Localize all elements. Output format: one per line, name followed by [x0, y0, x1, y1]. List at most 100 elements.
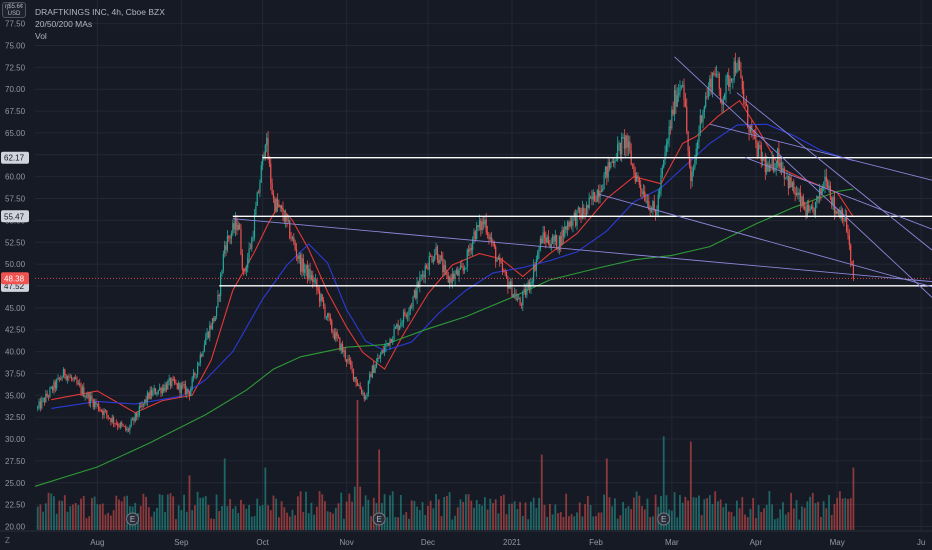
volume-bar	[603, 494, 605, 530]
candle-body	[724, 93, 726, 100]
volume-bar	[324, 501, 326, 530]
volume-bar	[261, 504, 264, 530]
candle-body	[366, 394, 368, 397]
candle-body	[327, 313, 329, 317]
candle-body	[649, 209, 651, 212]
candle-body	[243, 269, 245, 271]
volume-bar	[104, 514, 107, 530]
candle-body	[508, 286, 510, 289]
candle-body	[172, 378, 174, 380]
candle-body	[412, 296, 414, 307]
volume-bar	[418, 510, 421, 530]
candle-body	[656, 211, 658, 216]
candle-body	[553, 236, 555, 242]
candle-body	[664, 151, 666, 160]
candle-body	[523, 288, 525, 293]
volume-bar	[548, 504, 551, 530]
earnings-marker	[657, 512, 671, 526]
candle-body	[362, 392, 364, 394]
candle-body	[542, 232, 544, 244]
volume-bar	[597, 512, 600, 530]
volume-bar	[633, 497, 635, 530]
earnings-marker	[372, 512, 386, 526]
candle-body	[621, 137, 623, 155]
candle-body	[168, 378, 170, 382]
volume-bar	[210, 518, 213, 530]
candle-body	[137, 415, 139, 417]
candle-body	[589, 196, 592, 198]
volume-bar	[234, 506, 237, 530]
candle-body	[407, 315, 409, 317]
x-axis[interactable]: Aug Sep Oct Nov Dec 2021 Feb Mar Apr May Ju	[0, 530, 932, 547]
candle-body	[118, 426, 120, 428]
candle-body	[331, 320, 333, 332]
candle-body	[114, 423, 116, 425]
volume-bar	[757, 505, 760, 530]
volume-bar	[204, 496, 207, 530]
candle-body	[344, 350, 346, 360]
candle-body	[453, 273, 455, 279]
x-tick-label: 2021	[503, 538, 521, 547]
candle-body	[768, 165, 771, 172]
candle-body	[469, 247, 471, 252]
candle-body	[191, 378, 193, 389]
z-icon[interactable]: Z	[5, 536, 10, 545]
volume-bar	[801, 506, 803, 530]
volume-bar	[120, 501, 123, 530]
candle-body	[476, 225, 478, 240]
candle-body	[175, 382, 177, 384]
candle-body	[275, 199, 277, 212]
volume-bar	[681, 502, 684, 530]
trendline	[674, 56, 932, 298]
candle-body	[163, 387, 165, 392]
candle-body	[301, 258, 303, 272]
volume-bar	[744, 514, 746, 530]
candle-body	[438, 259, 440, 264]
volume-bar	[451, 519, 454, 530]
volume-bar	[272, 495, 275, 530]
volume-bar	[115, 495, 118, 530]
volume-bar	[459, 499, 462, 530]
candle-body	[645, 200, 647, 203]
candle-body	[779, 162, 781, 167]
candle-body	[423, 274, 425, 278]
candle-body	[603, 174, 605, 190]
volume-bar	[150, 516, 153, 530]
volume-bar	[353, 486, 356, 530]
volume-bar	[584, 504, 587, 530]
candle-body	[568, 222, 570, 227]
candle-body	[192, 372, 195, 379]
volume-bar	[844, 498, 847, 530]
candle-body	[419, 277, 421, 288]
candle-body	[213, 318, 215, 322]
candle-body	[276, 199, 279, 206]
candle-body	[660, 174, 662, 192]
trendlines[interactable]	[232, 56, 932, 298]
candle-body	[496, 259, 498, 262]
candle-body	[478, 220, 481, 228]
candle-body	[844, 215, 846, 221]
horizontal-levels[interactable]	[35, 156, 932, 287]
volume-bar	[185, 511, 188, 530]
earnings-label: E	[661, 515, 666, 524]
candle-body	[757, 144, 760, 157]
currency-badge[interactable]: ŋ$5.6¢ USD	[2, 2, 26, 18]
volume-bar	[497, 513, 500, 530]
candle-body	[797, 192, 799, 196]
candle-body	[755, 132, 757, 143]
volume-bar	[727, 511, 730, 530]
candle-body	[547, 236, 550, 244]
candle-body	[626, 135, 628, 148]
last-price-tag	[1, 272, 29, 285]
volume-bar	[212, 518, 215, 530]
volume-bar	[256, 498, 259, 530]
candle-body	[714, 74, 716, 76]
candle-body	[285, 214, 287, 222]
candle-body	[572, 216, 574, 226]
candle-body	[323, 300, 325, 307]
volume-bar	[787, 512, 790, 530]
